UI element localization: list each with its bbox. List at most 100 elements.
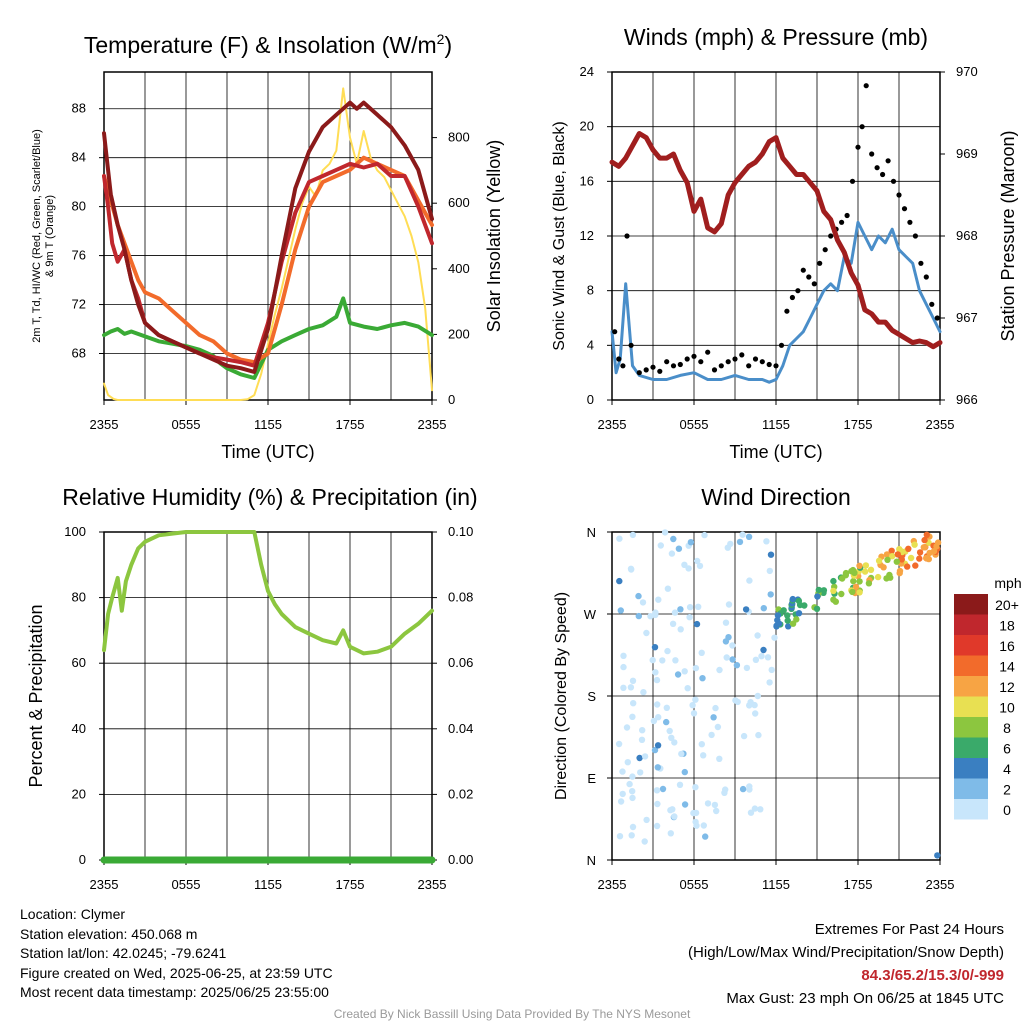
direction-point xyxy=(694,557,701,565)
direction-point xyxy=(701,531,708,539)
direction-point xyxy=(813,605,821,612)
y2-tick-label: 970 xyxy=(956,64,978,79)
direction-point xyxy=(736,538,744,546)
direction-chart-title: Wind Direction xyxy=(701,484,851,510)
direction-point xyxy=(619,768,626,775)
direction-point xyxy=(850,577,857,585)
direction-point xyxy=(671,609,679,616)
direction-point xyxy=(652,611,659,619)
station-info: Location: Clymer Station elevation: 450.… xyxy=(20,905,333,1003)
gust-point xyxy=(725,359,731,365)
direction-point xyxy=(700,752,707,759)
direction-tick-label: W xyxy=(584,607,597,622)
direction-point xyxy=(629,677,637,684)
direction-point xyxy=(639,727,646,734)
direction-point xyxy=(616,577,623,585)
y-tick-label: 4 xyxy=(587,337,594,352)
direction-point xyxy=(725,634,732,641)
direction-y-axis-label: Direction (Colored By Speed) xyxy=(553,592,570,800)
direction-point xyxy=(641,753,649,760)
direction-point xyxy=(653,822,661,830)
direction-point xyxy=(754,692,761,700)
direction-point xyxy=(669,806,676,813)
direction-point xyxy=(764,654,772,661)
temp-y2-axis-label: Solar Insolation (Yellow) xyxy=(484,140,504,332)
direction-point xyxy=(921,536,928,544)
colorbar-label: 4 xyxy=(1003,761,1011,777)
latlon-text: Station lat/lon: 42.0245; -79.6241 xyxy=(20,945,227,961)
y2-tick-label: 0.08 xyxy=(448,590,473,605)
y2-tick-label: 200 xyxy=(448,326,470,341)
direction-point xyxy=(654,742,662,749)
direction-point xyxy=(713,807,720,815)
gust-point xyxy=(643,367,649,373)
direction-point xyxy=(795,610,803,617)
y2-tick-label: 0 xyxy=(448,392,455,407)
gust-point xyxy=(874,165,880,171)
y2-tick-label: 966 xyxy=(956,392,978,407)
direction-point xyxy=(904,563,911,570)
gust-point xyxy=(677,361,683,368)
direction-point xyxy=(641,838,648,845)
direction-point xyxy=(695,603,702,610)
gust-point xyxy=(849,178,856,184)
direction-point xyxy=(670,535,677,543)
y-tick-label: 84 xyxy=(72,150,86,165)
winds-y-axis-label: Sonic Wind & Gust (Blue, Black) xyxy=(551,121,568,350)
direction-point xyxy=(784,612,791,619)
direction-point xyxy=(747,809,755,816)
direction-point xyxy=(623,724,631,731)
y-tick-label: 12 xyxy=(580,228,594,243)
direction-point xyxy=(767,551,775,558)
gust-point xyxy=(896,192,902,198)
direction-point xyxy=(830,587,837,595)
direction-point xyxy=(653,787,661,794)
direction-point xyxy=(668,550,676,557)
gust-point xyxy=(828,233,834,239)
direction-point xyxy=(620,652,627,659)
colorbar-swatch xyxy=(954,696,988,717)
direction-point xyxy=(923,554,930,562)
gust-point xyxy=(784,308,790,314)
colorbar-label: 0 xyxy=(1003,802,1011,818)
direction-point xyxy=(636,754,643,762)
direction-point xyxy=(671,813,678,820)
direction-point xyxy=(620,663,627,671)
colorbar-label: 6 xyxy=(1003,741,1011,757)
direction-point xyxy=(838,590,845,598)
pressure-line xyxy=(609,131,943,350)
direction-point xyxy=(766,679,773,686)
direction-point xyxy=(875,557,883,564)
direction-point xyxy=(934,852,941,859)
direction-point xyxy=(624,759,631,766)
x-tick-label: 2355 xyxy=(418,877,447,892)
x-tick-label: 2355 xyxy=(598,417,627,432)
direction-point xyxy=(637,769,644,776)
gust-point xyxy=(636,370,642,376)
colorbar-swatch xyxy=(954,655,988,676)
y2-tick-label: 400 xyxy=(448,261,470,276)
gust-point xyxy=(746,363,752,369)
direction-point xyxy=(654,701,661,708)
direction-point xyxy=(758,653,765,660)
gust-point xyxy=(711,367,718,373)
direction-point xyxy=(815,586,822,594)
x-tick-label: 2355 xyxy=(926,417,955,432)
y2-tick-label: 0.10 xyxy=(448,524,473,539)
y-tick-label: 72 xyxy=(72,297,86,312)
gust-point xyxy=(650,364,656,370)
y2-tick-label: 0.04 xyxy=(448,721,473,736)
direction-point xyxy=(722,619,730,626)
direction-point xyxy=(789,620,797,627)
temp-series-line-3 xyxy=(102,296,434,380)
direction-point xyxy=(880,564,887,571)
gust-point xyxy=(778,342,785,348)
direction-point xyxy=(657,542,664,549)
direction-point xyxy=(643,629,650,637)
sonic-wind-line xyxy=(610,220,942,384)
colorbar-swatch xyxy=(954,737,988,758)
direction-point xyxy=(699,675,706,682)
direction-point xyxy=(733,662,741,669)
y-tick-label: 60 xyxy=(72,655,86,670)
